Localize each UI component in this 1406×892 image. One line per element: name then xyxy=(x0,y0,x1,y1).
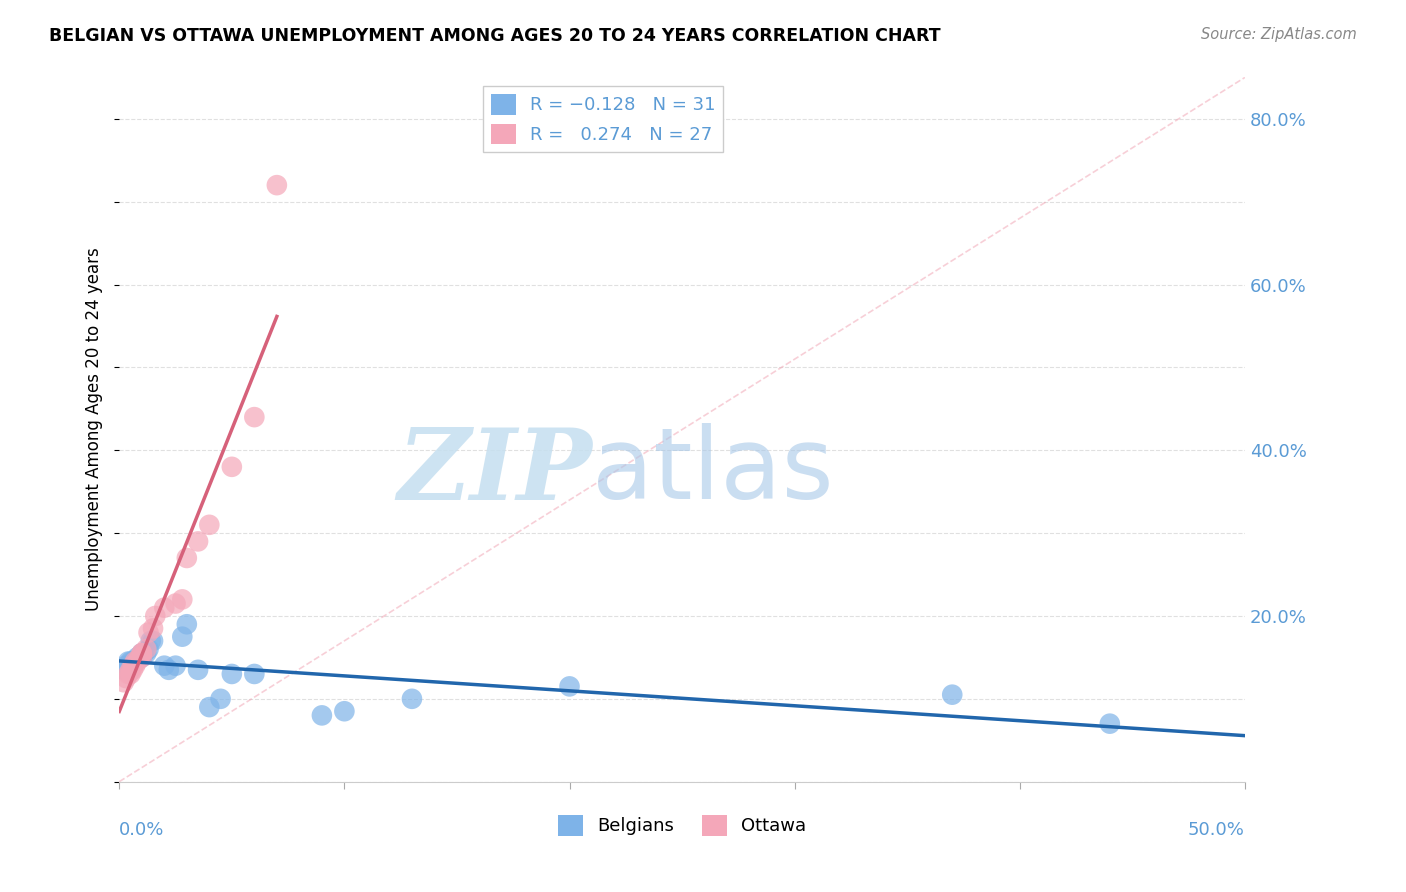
Point xyxy=(142,633,165,648)
Point xyxy=(120,663,142,677)
Point xyxy=(138,642,160,657)
Legend: Belgians, Ottawa: Belgians, Ottawa xyxy=(551,808,814,843)
Point xyxy=(153,658,176,673)
Text: 0.0%: 0.0% xyxy=(120,821,165,838)
Point xyxy=(120,667,142,681)
Point xyxy=(187,534,209,549)
Point xyxy=(187,663,209,677)
Point xyxy=(117,655,139,669)
Point xyxy=(131,650,153,665)
Point xyxy=(124,655,146,669)
Point xyxy=(165,658,187,673)
Point xyxy=(121,658,143,673)
Point xyxy=(142,621,165,635)
Point xyxy=(124,658,146,673)
Point xyxy=(176,551,198,566)
Y-axis label: Unemployment Among Ages 20 to 24 years: Unemployment Among Ages 20 to 24 years xyxy=(86,248,103,611)
Point xyxy=(311,708,333,723)
Point xyxy=(1098,716,1121,731)
Point xyxy=(131,650,153,665)
Point xyxy=(333,704,356,718)
Point xyxy=(157,663,180,677)
Point xyxy=(112,675,135,690)
Point xyxy=(558,679,581,693)
Point xyxy=(127,655,149,669)
Point xyxy=(112,663,135,677)
Point xyxy=(172,592,194,607)
Point xyxy=(115,658,138,673)
Point xyxy=(120,655,142,669)
Point xyxy=(243,410,266,425)
Point xyxy=(221,459,243,474)
Point xyxy=(115,671,138,685)
Point xyxy=(128,650,150,665)
Point xyxy=(209,691,232,706)
Point xyxy=(941,688,963,702)
Point xyxy=(172,630,194,644)
Text: 50.0%: 50.0% xyxy=(1188,821,1244,838)
Text: BELGIAN VS OTTAWA UNEMPLOYMENT AMONG AGES 20 TO 24 YEARS CORRELATION CHART: BELGIAN VS OTTAWA UNEMPLOYMENT AMONG AGE… xyxy=(49,27,941,45)
Point xyxy=(143,609,166,624)
Point xyxy=(127,650,149,665)
Text: atlas: atlas xyxy=(592,424,834,520)
Point xyxy=(176,617,198,632)
Point xyxy=(117,667,139,681)
Text: ZIP: ZIP xyxy=(396,424,592,520)
Point xyxy=(139,633,162,648)
Point xyxy=(131,646,153,660)
Point xyxy=(198,700,221,714)
Point xyxy=(124,655,146,669)
Point xyxy=(128,650,150,665)
Point xyxy=(135,646,157,660)
Point xyxy=(401,691,423,706)
Point xyxy=(131,646,153,660)
Point xyxy=(135,642,157,657)
Point xyxy=(221,667,243,681)
Point xyxy=(266,178,288,193)
Point xyxy=(132,646,155,660)
Point xyxy=(198,517,221,532)
Point xyxy=(243,667,266,681)
Point xyxy=(131,646,153,660)
Point xyxy=(165,597,187,611)
Point xyxy=(121,663,143,677)
Text: Source: ZipAtlas.com: Source: ZipAtlas.com xyxy=(1201,27,1357,42)
Point xyxy=(138,625,160,640)
Point xyxy=(121,655,143,669)
Point xyxy=(153,600,176,615)
